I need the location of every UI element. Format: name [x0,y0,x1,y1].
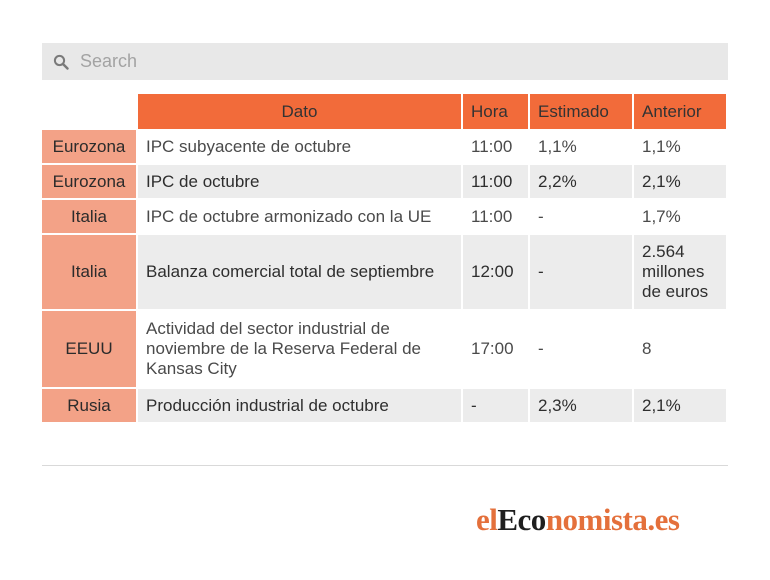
hora-cell: - [463,388,530,423]
table-row: Italia IPC de octubre armonizado con la … [42,199,728,234]
country-cell: Rusia [42,388,138,423]
table-row: Eurozona IPC subyacente de octubre 11:00… [42,129,728,164]
estimado-cell: 1,1% [530,129,634,164]
table-header-row: Dato Hora Estimado Anterior [42,94,728,129]
estimado-cell: 2,3% [530,388,634,423]
logo-part-el: el [476,502,498,537]
country-cell: EEUU [42,310,138,388]
eleconomista-logo[interactable]: elEconomista.es [476,502,728,542]
table-row: EEUU Actividad del sector industrial de … [42,310,728,388]
logo-part-nomista: nomista [545,502,648,537]
country-cell: Eurozona [42,164,138,199]
country-cell: Italia [42,234,138,310]
search-input[interactable] [78,50,682,73]
header-estimado: Estimado [530,94,634,129]
dato-cell: IPC de octubre [138,164,463,199]
hora-cell: 12:00 [463,234,530,310]
logo-part-es: .es [647,502,680,537]
estimado-cell: 2,2% [530,164,634,199]
anterior-cell: 1,7% [634,199,728,234]
data-table: Dato Hora Estimado Anterior Eurozona IPC… [42,94,728,423]
anterior-cell: 2.564 millones de euros [634,234,728,310]
divider [42,465,728,466]
header-anterior: Anterior [634,94,728,129]
estimado-cell: - [530,234,634,310]
estimado-cell: - [530,199,634,234]
country-cell: Eurozona [42,129,138,164]
anterior-cell: 1,1% [634,129,728,164]
anterior-cell: 2,1% [634,388,728,423]
search-bar[interactable] [42,43,728,80]
dato-cell: Balanza comercial total de septiembre [138,234,463,310]
table-row: Italia Balanza comercial total de septie… [42,234,728,310]
table-row: Rusia Producción industrial de octubre -… [42,388,728,423]
hora-cell: 11:00 [463,164,530,199]
anterior-cell: 8 [634,310,728,388]
country-cell: Italia [42,199,138,234]
hora-cell: 17:00 [463,310,530,388]
table-row: Eurozona IPC de octubre 11:00 2,2% 2,1% [42,164,728,199]
anterior-cell: 2,1% [634,164,728,199]
hora-cell: 11:00 [463,199,530,234]
dato-cell: Producción industrial de octubre [138,388,463,423]
header-dato: Dato [138,94,463,129]
search-icon [53,54,69,70]
estimado-cell: - [530,310,634,388]
header-country [42,94,138,129]
dato-cell: IPC subyacente de octubre [138,129,463,164]
dato-cell: Actividad del sector industrial de novie… [138,310,463,388]
header-hora: Hora [463,94,530,129]
hora-cell: 11:00 [463,129,530,164]
logo-part-eco: Eco [497,502,546,537]
dato-cell: IPC de octubre armonizado con la UE [138,199,463,234]
